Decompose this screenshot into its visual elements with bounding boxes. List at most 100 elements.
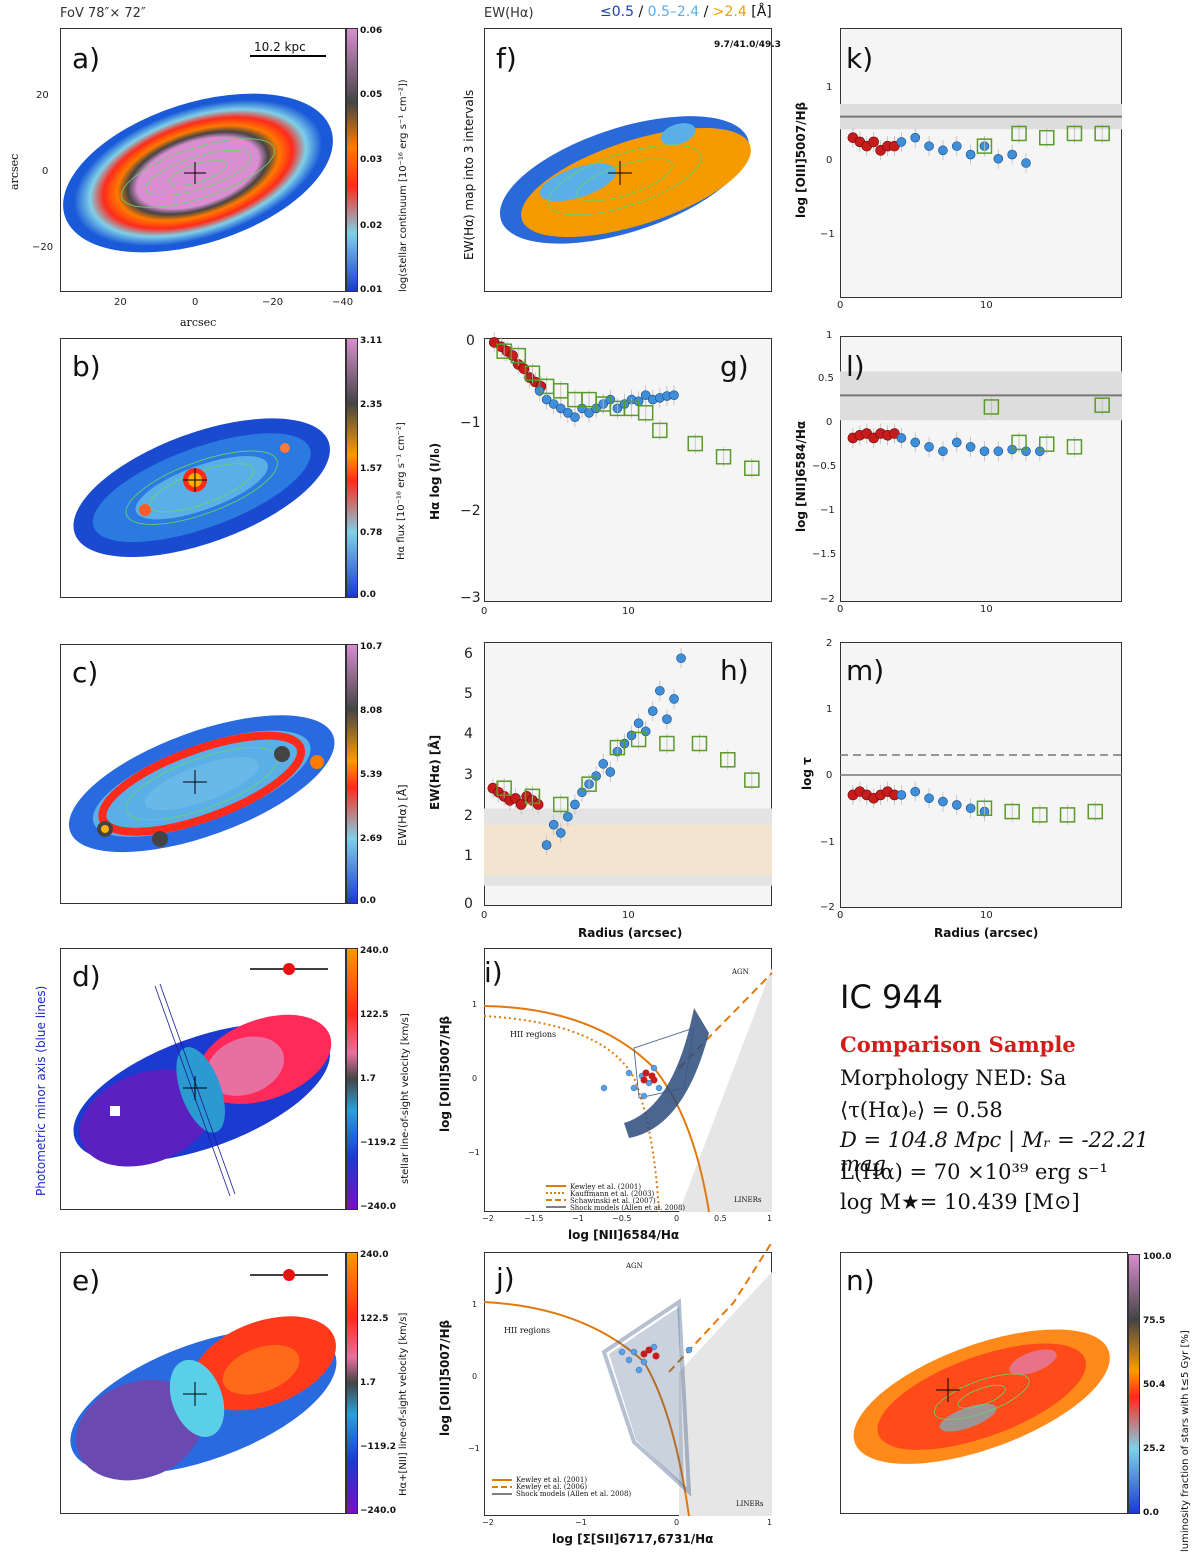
panel-h-plot [484, 648, 772, 886]
panel-b-colorbar [346, 338, 358, 598]
panel-d-cbar-tick: 1.7 [360, 1074, 376, 1084]
panel-i-hii: HII regions [510, 1030, 557, 1039]
panel-h-ytick: 0 [464, 896, 473, 912]
panel-g-ytick: −3 [460, 590, 481, 606]
panel-h-ytick: 1 [464, 848, 473, 864]
panel-b-cbar-tick: 3.11 [360, 336, 383, 346]
panel-e-cbar-tick: 1.7 [360, 1378, 376, 1388]
panel-j-xtick: −2 [482, 1518, 494, 1527]
panel-c-cbar-tick: 10.7 [360, 642, 383, 652]
data-point-annular [1011, 125, 1027, 142]
panel-l-ylabel: log [NII]6584/Hα [794, 420, 808, 532]
panel-k-ylabel: log [OIII]5007/Hβ [794, 101, 808, 218]
ew-legend-high: >2.4 [712, 4, 747, 20]
data-point-spaxels [979, 446, 990, 457]
panel-i-xtick: 0.5 [714, 1214, 727, 1223]
panel-a-ytick: 20 [36, 90, 49, 101]
panel-e-cbar-tick: 122.5 [360, 1314, 389, 1324]
data-point-spaxels [570, 412, 580, 422]
panel-c-cbar-tick: 0.0 [360, 896, 376, 906]
panel-e-map [70, 1269, 337, 1481]
panel-l-ytick: 0.5 [818, 373, 834, 384]
panel-i-legend: Schawinski et al. (2007) [570, 1197, 656, 1205]
panel-a-xtick: 20 [114, 297, 127, 308]
panel-m-plot [840, 754, 1122, 825]
panel-n-cbar-tick: 50.4 [1143, 1380, 1166, 1390]
data-point-annular [744, 772, 760, 788]
panel-e-cbar-tick: 240.0 [360, 1250, 389, 1260]
data-point-spaxels [541, 840, 552, 850]
panel-i-label: i) [484, 956, 503, 989]
panel-n-map [853, 1329, 1110, 1464]
panel-j-legend: Kewley et al. (2006) [516, 1483, 588, 1491]
panel-d-cbar-tick: −240.0 [360, 1202, 397, 1212]
panel-k-plot [840, 103, 1122, 173]
panel-a-label: a) [72, 42, 101, 75]
data-point-spaxels [1021, 158, 1031, 168]
panel-b-cbar-tick: 2.35 [360, 400, 383, 410]
data-point-spaxels [938, 796, 948, 807]
panel-a-cbar-tick: 0.06 [360, 26, 383, 36]
panel-a-map [63, 55, 333, 253]
data-point-annular [524, 365, 541, 381]
data-point-annular [1066, 439, 1083, 455]
data-point-annular [553, 796, 569, 813]
panel-l-xtick: 10 [980, 604, 993, 615]
panel-n-cbar-tick: 100.0 [1143, 1252, 1172, 1262]
data-point-annular [524, 788, 541, 805]
panel-g-ytick: −1 [460, 415, 481, 431]
data-point-annular [1039, 129, 1055, 146]
panel-i-plot [483, 968, 773, 1213]
data-point-annular [510, 347, 527, 364]
panel-n-cbar-label: luminosity fraction of stars with t≤5 Gy… [1180, 1330, 1191, 1552]
panel-m-xtick: 10 [980, 910, 993, 921]
panel-a-scale: 10.2 kpc [254, 40, 306, 54]
data-point-spaxels [633, 718, 644, 729]
data-point-spaxels [924, 141, 934, 151]
panel-j-hii: HII regions [504, 1326, 551, 1335]
panel-e-label: e) [72, 1264, 101, 1297]
panel-h-ytick: 6 [464, 646, 473, 662]
data-point-spaxels [938, 446, 948, 457]
fov-title: FoV 78″× 72″ [60, 6, 146, 21]
panel-m-ytick: 1 [826, 704, 833, 715]
panel-i-legend: Kewley et al. (2001) [570, 1183, 642, 1191]
panel-g-ylabel: Hα log (I/I₀) [428, 442, 442, 520]
panel-e-cbar-label: Hα+[NII] line-of-sight velocity [km/s] [398, 1312, 409, 1496]
data-point-annular [553, 383, 569, 399]
data-point-spaxels [548, 399, 559, 409]
data-point-spaxels [951, 437, 962, 448]
panel-n-cbar-tick: 25.2 [1143, 1444, 1166, 1454]
morphology: Morphology NED: Sa [840, 1066, 1067, 1090]
data-point-annular [720, 752, 736, 768]
data-point-spaxels [605, 767, 616, 777]
data-point-spaxels [896, 433, 907, 443]
panel-j-liner: LINERs [736, 1500, 764, 1508]
data-point-annular [1039, 436, 1055, 452]
panel-j-legend: Kewley et al. (2001) [516, 1476, 588, 1484]
data-point-annular [581, 776, 597, 792]
data-point-spaxels [910, 132, 921, 143]
panel-a-cbar-tick: 0.01 [360, 285, 383, 295]
data-point-spaxels [669, 390, 679, 401]
panel-l-label: l) [846, 350, 865, 383]
panel-j-ytick: 1 [472, 1300, 478, 1309]
panel-b-cbar-tick: 0.0 [360, 590, 376, 600]
panel-h-xtick: 0 [481, 910, 488, 921]
data-point-spaxels [555, 828, 566, 838]
panel-j-ytick: −1 [468, 1444, 480, 1453]
panel-c-cbar-tick: 2.69 [360, 834, 383, 844]
panel-h-xlabel: Radius (arcsec) [578, 926, 683, 940]
panel-b-map [73, 418, 330, 558]
data-point-nuclear [518, 363, 530, 375]
ew-legend-unit: [Å] [746, 4, 772, 20]
ew-legend-sep: / [699, 4, 713, 20]
data-point-spaxels [669, 694, 679, 704]
panel-l-ytick: −2 [820, 594, 835, 605]
ew-legend-mid: 0.5–2.4 [647, 4, 700, 20]
data-point-spaxels [951, 141, 962, 151]
panel-h-ytick: 4 [464, 726, 473, 742]
panel-m-xlabel: Radius (arcsec) [934, 926, 1039, 940]
halpha-luminosity: L(Hα) = 70 ×10³⁹ erg s⁻¹ [840, 1160, 1108, 1184]
data-point-nuclear [507, 350, 518, 361]
